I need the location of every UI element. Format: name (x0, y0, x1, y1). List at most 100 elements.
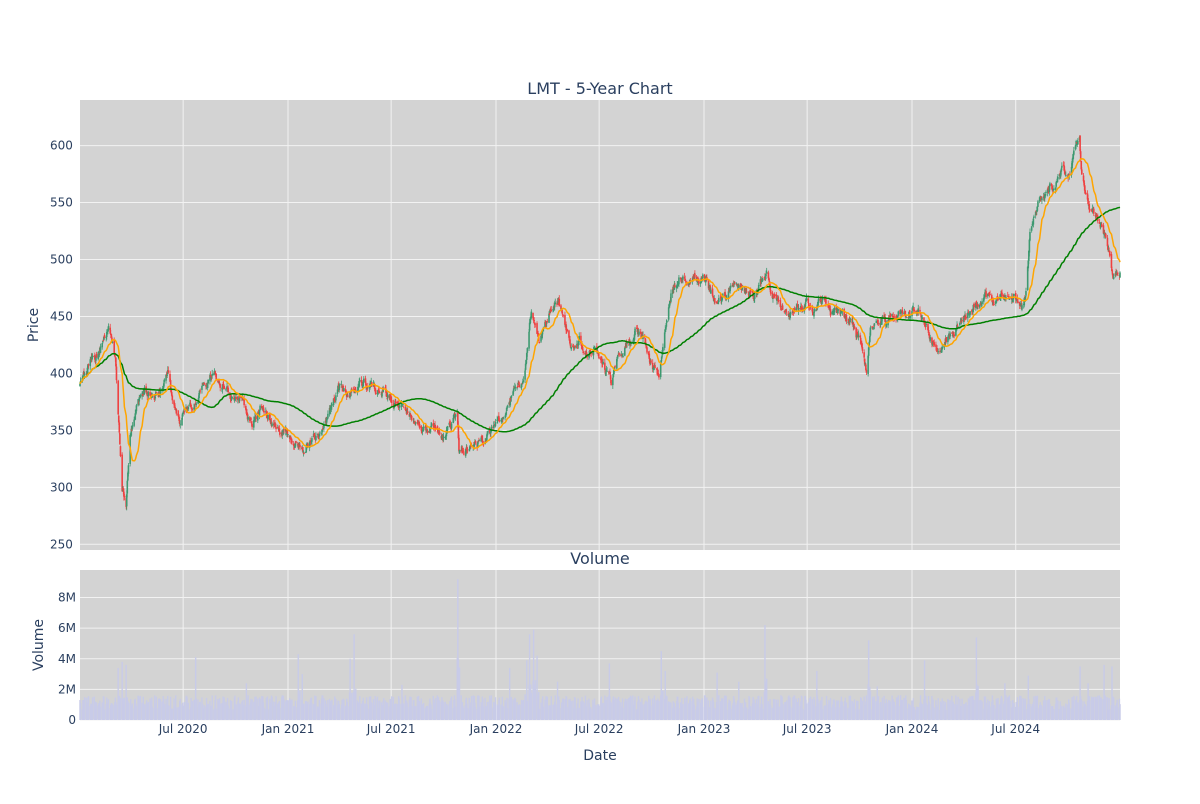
candle-body (1103, 232, 1106, 234)
candle-body (509, 400, 512, 406)
candle-body (753, 298, 755, 300)
price-y-tick-labels: 250 300 350 400 450 500 550 600 (50, 139, 73, 552)
candle-body (729, 285, 732, 292)
candle-body (238, 397, 241, 402)
candle-body (741, 289, 743, 291)
volume-bar (865, 695, 868, 720)
candle-body (639, 331, 642, 334)
candle-body (365, 383, 367, 387)
volume-bar (506, 707, 509, 720)
candle-body (859, 337, 862, 344)
candle-body (1021, 305, 1023, 310)
candle-body (217, 380, 219, 383)
candle-body (997, 297, 999, 300)
volume-bar (618, 700, 620, 720)
candle-body (449, 423, 452, 427)
candle-body (691, 277, 694, 282)
candle-body (1061, 165, 1063, 168)
candle-body (253, 420, 256, 422)
candle-body (665, 322, 668, 327)
candle-body (667, 307, 670, 320)
volume-bar (526, 700, 529, 720)
candle-body (1024, 296, 1027, 301)
volume-bar (1106, 697, 1109, 720)
volume-bar (660, 651, 662, 720)
candle-body (436, 426, 439, 429)
candle-body (525, 361, 528, 365)
volume-bar (1005, 695, 1007, 720)
volume-bar (343, 699, 345, 720)
volume-bar (630, 696, 632, 720)
candle-body (300, 448, 303, 450)
candle-body (684, 278, 686, 281)
candle-body (199, 390, 202, 392)
candle-body (498, 420, 501, 422)
volume-bar (430, 709, 433, 720)
candle-body (837, 309, 839, 314)
candle-body (369, 382, 372, 386)
volume-bar (1101, 699, 1103, 720)
candle-body (940, 349, 943, 353)
candle-body (197, 397, 200, 402)
candle-body (183, 411, 186, 413)
candle-body (119, 433, 121, 445)
candle-body (87, 364, 89, 370)
volume-bar (319, 703, 321, 720)
candle-body (135, 411, 137, 415)
volume-bar (151, 706, 154, 720)
volume-bar (726, 709, 728, 720)
volume-bar (468, 697, 470, 720)
candle-body (1063, 165, 1065, 171)
candle-body (292, 443, 295, 446)
candle-body (102, 339, 105, 341)
candle-body (1104, 233, 1107, 238)
candle-body (468, 446, 471, 450)
candle-body (959, 322, 961, 326)
candle-body (1030, 226, 1033, 231)
candle-body (161, 387, 164, 389)
candle-body (211, 373, 214, 376)
candle-body (967, 311, 970, 313)
candle-body (1037, 201, 1039, 207)
candle-body (937, 351, 940, 353)
candle-body (466, 450, 469, 452)
volume-bar (606, 696, 608, 720)
candle-body (165, 374, 167, 381)
candle-body (912, 306, 914, 309)
candle-body (462, 451, 465, 453)
candle-body (825, 299, 827, 304)
candle-body (956, 325, 959, 328)
candle-body (799, 307, 802, 309)
volume-bar (725, 695, 727, 720)
volume-bar (765, 678, 768, 720)
volume-bar (522, 699, 525, 720)
candle-body (1103, 233, 1105, 235)
volume-bar (528, 634, 531, 720)
candle-body (885, 323, 888, 327)
candle-body (857, 332, 859, 336)
candle-body (141, 393, 144, 396)
volume-bar (315, 696, 317, 720)
candle-body (753, 293, 756, 299)
volume-bar (921, 703, 923, 720)
candle-body (319, 432, 321, 434)
x-tick-label: Jul 2023 (782, 722, 832, 736)
candle-body (151, 396, 154, 398)
volume-bar (450, 696, 453, 720)
candle-body (867, 355, 869, 375)
candle-body (991, 300, 994, 303)
candle-body (454, 414, 457, 418)
candle-body (548, 313, 550, 323)
volume-bar (502, 706, 505, 720)
candle-body (684, 281, 687, 283)
volume-bar (614, 697, 616, 720)
candle-body (163, 379, 166, 383)
candle-body (963, 315, 965, 323)
candle-body (924, 322, 926, 326)
candle-body (769, 290, 772, 294)
candle-body (1099, 223, 1102, 228)
volume-bar (395, 703, 397, 720)
candle-body (520, 386, 522, 388)
price-axis-label: Price (26, 308, 42, 342)
candle-body (815, 309, 818, 311)
